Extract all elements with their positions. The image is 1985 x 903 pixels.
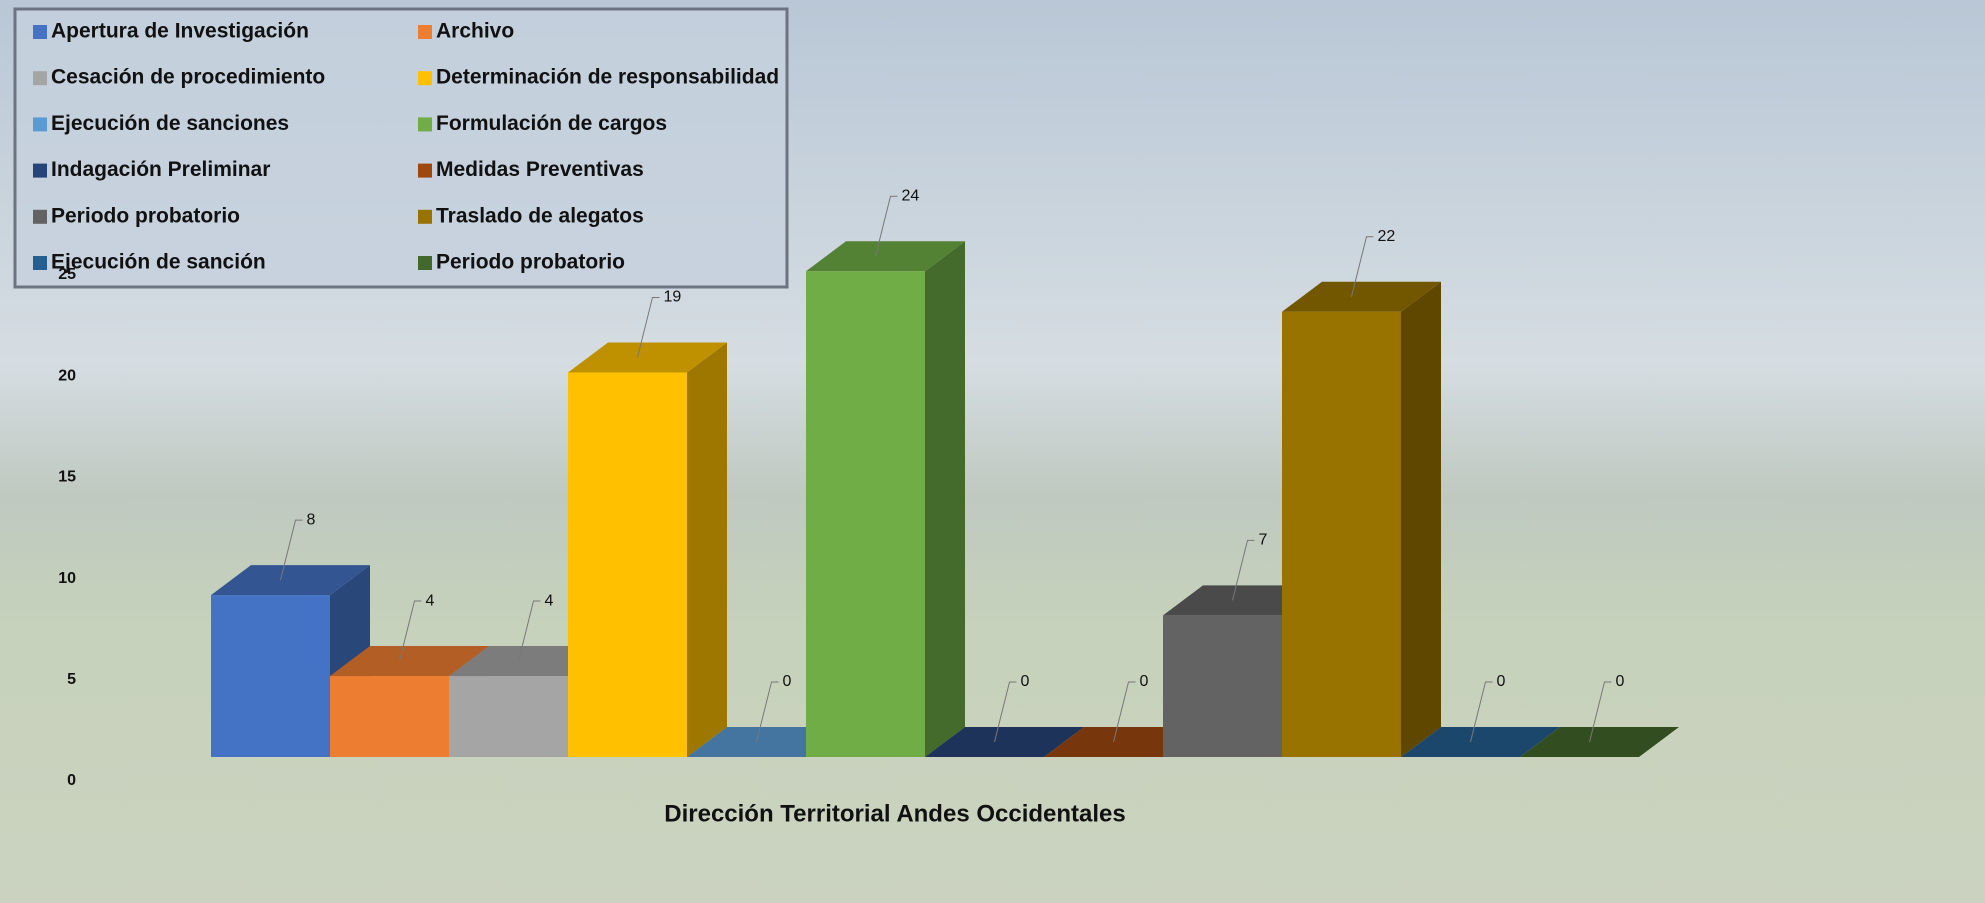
legend-swatch [418, 256, 432, 270]
legend-label: Ejecución de sanciones [51, 112, 289, 135]
bar [1282, 311, 1401, 757]
bar-top [1282, 281, 1441, 312]
legend-swatch [418, 117, 432, 132]
bar-top [330, 646, 489, 677]
bar-top [806, 241, 965, 272]
bar-top [211, 565, 370, 596]
leader-line [1589, 681, 1612, 743]
bar-top [1401, 727, 1560, 757]
legend-swatch [33, 163, 47, 178]
legend-swatch [33, 209, 47, 224]
legend-swatch [33, 25, 47, 39]
legend-swatch [33, 256, 47, 270]
data-label: 0 [1021, 673, 1030, 690]
y-tick-label: 10 [58, 570, 76, 587]
bar [211, 595, 330, 757]
bar [1163, 615, 1282, 757]
data-label: 0 [783, 673, 792, 690]
leader-line [756, 681, 779, 743]
leader-line [399, 600, 422, 662]
leader-line [1351, 236, 1374, 297]
legend-swatch [418, 209, 432, 224]
legend-label: Cesación de procedimiento [51, 66, 325, 89]
leader-line [637, 296, 660, 358]
data-label: 8 [307, 511, 316, 528]
bar-top [1520, 727, 1679, 757]
leader-line [1113, 681, 1136, 743]
y-tick-label: 0 [67, 772, 76, 789]
leader-line [1470, 681, 1493, 743]
leader-line [518, 600, 541, 662]
leader-line [875, 195, 898, 257]
legend-swatch [33, 117, 47, 132]
legend-swatch [418, 163, 432, 178]
data-label: 4 [426, 592, 435, 609]
legend-label: Indagación Preliminar [51, 158, 270, 181]
leader-line [1232, 539, 1255, 601]
bar-side [1401, 281, 1441, 757]
y-tick-label: 15 [58, 469, 76, 486]
y-tick-label: 20 [58, 367, 76, 384]
data-label: 19 [664, 289, 682, 306]
legend-label: Traslado de alegatos [436, 204, 644, 227]
legend-swatch [418, 25, 432, 39]
data-label: 7 [1259, 532, 1268, 549]
bar-side [925, 241, 965, 758]
x-category-label: Dirección Territorial Andes Occidentales [664, 800, 1125, 827]
bar [449, 676, 568, 757]
bar-top [925, 727, 1084, 757]
bar [330, 676, 449, 757]
y-tick-label: 25 [58, 266, 76, 283]
legend-label: Determinación de responsabilidad [436, 66, 779, 89]
legend-label: Ejecución de sanción [51, 251, 266, 274]
legend-label: Apertura de Investigación [51, 20, 309, 43]
legend-box [13, 7, 789, 289]
legend-label: Periodo probatorio [51, 204, 240, 227]
legend-label: Periodo probatorio [436, 251, 625, 274]
legend-label: Archivo [436, 20, 514, 43]
data-label: 0 [1497, 673, 1506, 690]
legend-label: Medidas Preventivas [436, 158, 644, 181]
legend-swatch [33, 71, 47, 86]
bar [568, 372, 687, 757]
bar [806, 271, 925, 757]
bar-side [687, 342, 727, 757]
bar-top [568, 342, 727, 373]
data-label: 22 [1378, 228, 1396, 245]
data-label: 0 [1140, 673, 1149, 690]
y-tick-label: 5 [67, 671, 76, 688]
data-label: 0 [1616, 673, 1625, 690]
leader-line [994, 681, 1017, 743]
legend-swatch [418, 71, 432, 86]
data-label: 4 [545, 592, 554, 609]
leader-line [280, 519, 303, 581]
legend-label: Formulación de cargos [436, 112, 667, 135]
data-label: 24 [902, 187, 920, 204]
